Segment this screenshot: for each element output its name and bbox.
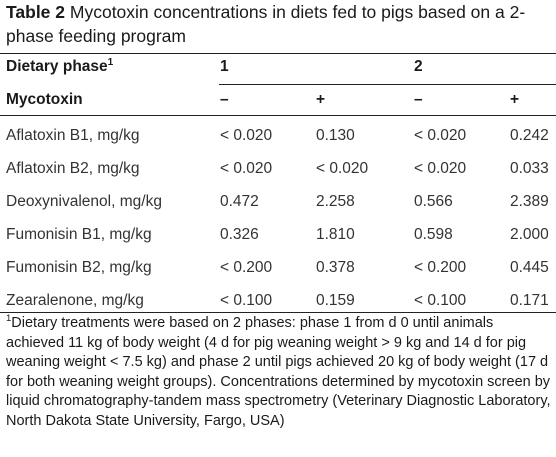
table-top-rule — [0, 53, 556, 54]
mycotoxin-name: Aflatoxin B1, mg/kg — [6, 127, 140, 144]
phase-2-minus-value: < 0.100 — [414, 292, 467, 309]
phase-1-plus-value: < 0.020 — [316, 160, 369, 177]
footnote-mark: 1 — [6, 313, 12, 325]
phase-2-plus-value: 0.171 — [510, 292, 549, 309]
phase-2-plus-value: 2.389 — [510, 193, 549, 210]
header-row-phase: Dietary phase1 1 2 — [0, 56, 556, 92]
table-title: Mycotoxin concentrations in diets fed to… — [6, 2, 526, 46]
phase-1-minus-header: – — [220, 91, 229, 108]
phase-2-minus-value: 0.566 — [414, 193, 453, 210]
phase-1-minus-value: < 0.020 — [220, 160, 273, 177]
table-caption: Table 2 Mycotoxin concentrations in diet… — [6, 0, 554, 48]
table-row: Deoxynivalenol, mg/kg 0.472 2.258 0.566 … — [0, 193, 556, 227]
mycotoxin-name: Zearalenone, mg/kg — [6, 292, 144, 309]
phase-2-minus-header: – — [414, 91, 423, 108]
phase-1-minus-value: 0.472 — [220, 193, 259, 210]
phase-1-minus-value: 0.326 — [220, 226, 259, 243]
phase-1-minus-value: < 0.100 — [220, 292, 273, 309]
footnote-mark: 1 — [107, 56, 114, 68]
header-bottom-rule — [0, 115, 556, 116]
phase-1-minus-value: < 0.020 — [220, 127, 273, 144]
table-row: Aflatoxin B2, mg/kg < 0.020 < 0.020 < 0.… — [0, 160, 556, 194]
phase-2-minus-value: < 0.200 — [414, 259, 467, 276]
phase-2-minus-value: 0.598 — [414, 226, 453, 243]
phase-span-rule — [219, 84, 556, 85]
dietary-phase-label: Dietary phase — [6, 58, 108, 75]
footnote-text: Dietary treatments were based on 2 phase… — [6, 315, 551, 429]
phase-2-plus-value: 2.000 — [510, 226, 549, 243]
phase-1-header: 1 — [220, 58, 229, 75]
table-row: Fumonisin B1, mg/kg 0.326 1.810 0.598 2.… — [0, 226, 556, 260]
mycotoxin-name: Deoxynivalenol, mg/kg — [6, 193, 162, 210]
dietary-phase-header: Dietary phase1 — [6, 56, 114, 76]
phase-2-minus-value: < 0.020 — [414, 160, 467, 177]
phase-1-plus-value: 2.258 — [316, 193, 355, 210]
phase-2-plus-value: 0.445 — [510, 259, 549, 276]
table-label: Table 2 — [6, 2, 66, 22]
phase-2-header: 2 — [414, 58, 423, 75]
mycotoxin-name: Fumonisin B1, mg/kg — [6, 226, 152, 243]
table-row: Zearalenone, mg/kg < 0.100 0.159 < 0.100… — [0, 292, 556, 326]
phase-1-plus-value: 1.810 — [316, 226, 355, 243]
mycotoxin-header: Mycotoxin — [6, 91, 83, 108]
phase-2-plus-value: 0.242 — [510, 127, 549, 144]
table-row: Fumonisin B2, mg/kg < 0.200 0.378 < 0.20… — [0, 259, 556, 293]
header-row-treatment: Mycotoxin – + – + — [0, 91, 556, 125]
phase-2-plus-value: 0.033 — [510, 160, 549, 177]
phase-1-minus-value: < 0.200 — [220, 259, 273, 276]
phase-1-plus-value: 0.159 — [316, 292, 355, 309]
mycotoxin-name: Fumonisin B2, mg/kg — [6, 259, 152, 276]
phase-1-plus-header: + — [316, 91, 326, 108]
table-bottom-rule — [0, 312, 556, 313]
phase-1-plus-value: 0.130 — [316, 127, 355, 144]
phase-2-plus-header: + — [510, 91, 520, 108]
phase-2-minus-value: < 0.020 — [414, 127, 467, 144]
phase-1-plus-value: 0.378 — [316, 259, 355, 276]
table-row: Aflatoxin B1, mg/kg < 0.020 0.130 < 0.02… — [0, 127, 556, 161]
mycotoxin-name: Aflatoxin B2, mg/kg — [6, 160, 140, 177]
table-footnote: 1Dietary treatments were based on 2 phas… — [6, 314, 552, 432]
